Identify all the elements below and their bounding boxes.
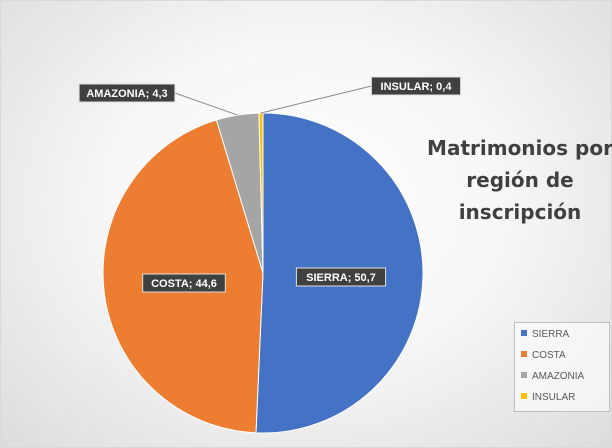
chart-title: Matrimonios por región de inscripción [425,132,612,228]
data-label-costa: COSTA; 44,6 [151,278,217,290]
data-label-sierra: SIERRA; 50,7 [306,272,376,284]
data-label-box-amazonia [78,83,176,103]
legend-label-sierra: SIERRA [532,329,570,340]
data-label-box-insular [370,76,462,96]
legend-item-amazonia: AMAZONIA [521,371,584,382]
data-label-box-costa [142,273,226,293]
leader-line-insular [260,85,372,114]
legend-label-costa: COSTA [532,350,566,361]
legend-swatch-insular [521,393,527,400]
legend-item-insular: INSULAR [521,392,575,403]
legend-swatch-costa [521,351,527,358]
legend-swatch-sierra [521,330,527,337]
legend-item-costa: COSTA [521,350,566,361]
legend-item-sierra: SIERRA [521,329,569,340]
chart-title-line-1: Matrimonios por [427,136,612,160]
legend-swatch-amazonia [521,372,527,379]
data-label-box-sierra [295,267,387,287]
data-label-insular: INSULAR; 0,4 [381,81,453,93]
legend: SIERRA COSTA AMAZONIA INSULAR [514,322,610,412]
legend-label-insular: INSULAR [532,392,576,403]
legend-label-amazonia: AMAZONIA [532,371,585,382]
chart-title-line-2: región de [466,168,574,192]
leader-line-amazonia [174,92,238,116]
chart-title-line-3: inscripción [458,200,582,224]
data-label-amazonia: AMAZONIA; 4,3 [86,88,167,100]
